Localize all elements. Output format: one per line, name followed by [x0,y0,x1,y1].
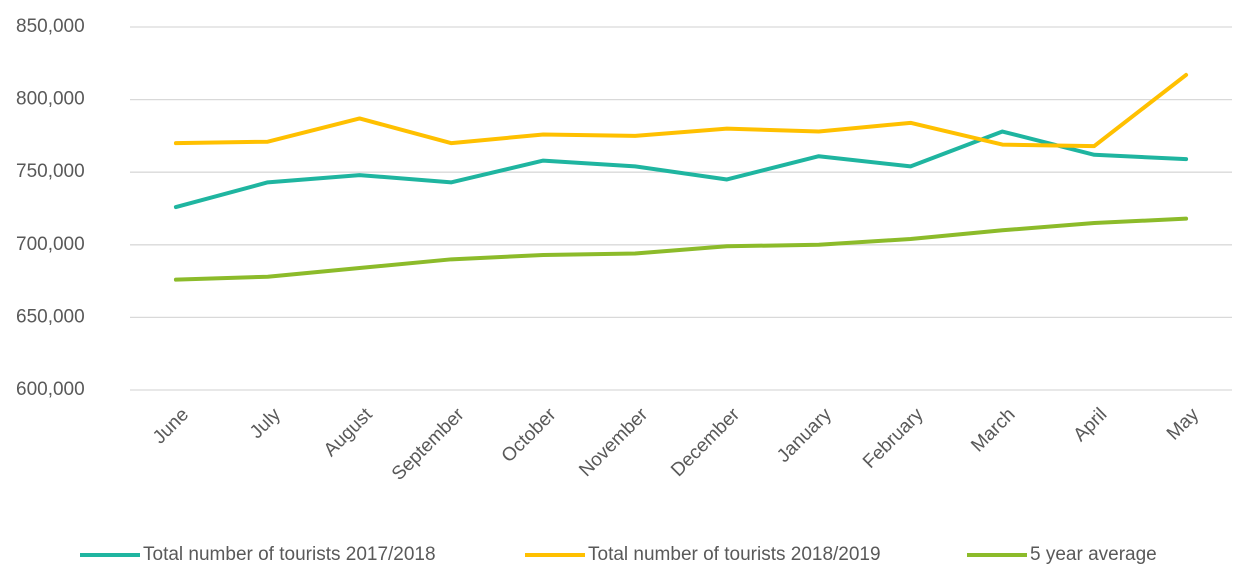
x-tick-label: September [388,404,469,485]
x-tick-label: June [149,404,193,448]
series-line [173,129,1189,210]
series-line [173,72,1189,149]
y-tick-label: 850,000 [16,16,85,37]
x-tick-label: May [1163,404,1204,445]
x-tick-label: December [667,404,744,481]
x-tick-label: February [859,404,928,473]
legend-label: Total number of tourists 2017/2018 [143,544,436,565]
x-tick-label: March [967,404,1019,456]
y-tick-label: 750,000 [16,161,85,182]
x-tick-label: August [320,404,377,461]
x-tick-label: July [246,404,285,443]
x-tick-label: January [773,404,836,467]
legend-label: Total number of tourists 2018/2019 [588,544,881,565]
y-tick-label: 600,000 [16,379,85,400]
y-tick-label: 800,000 [16,89,85,110]
x-tick-label: November [575,404,652,481]
series-line [173,216,1189,282]
x-tick-label: April [1070,404,1112,446]
y-tick-label: 650,000 [16,306,85,327]
legend-label: 5 year average [1030,544,1157,565]
y-tick-label: 700,000 [16,234,85,255]
x-tick-label: October [498,404,561,467]
